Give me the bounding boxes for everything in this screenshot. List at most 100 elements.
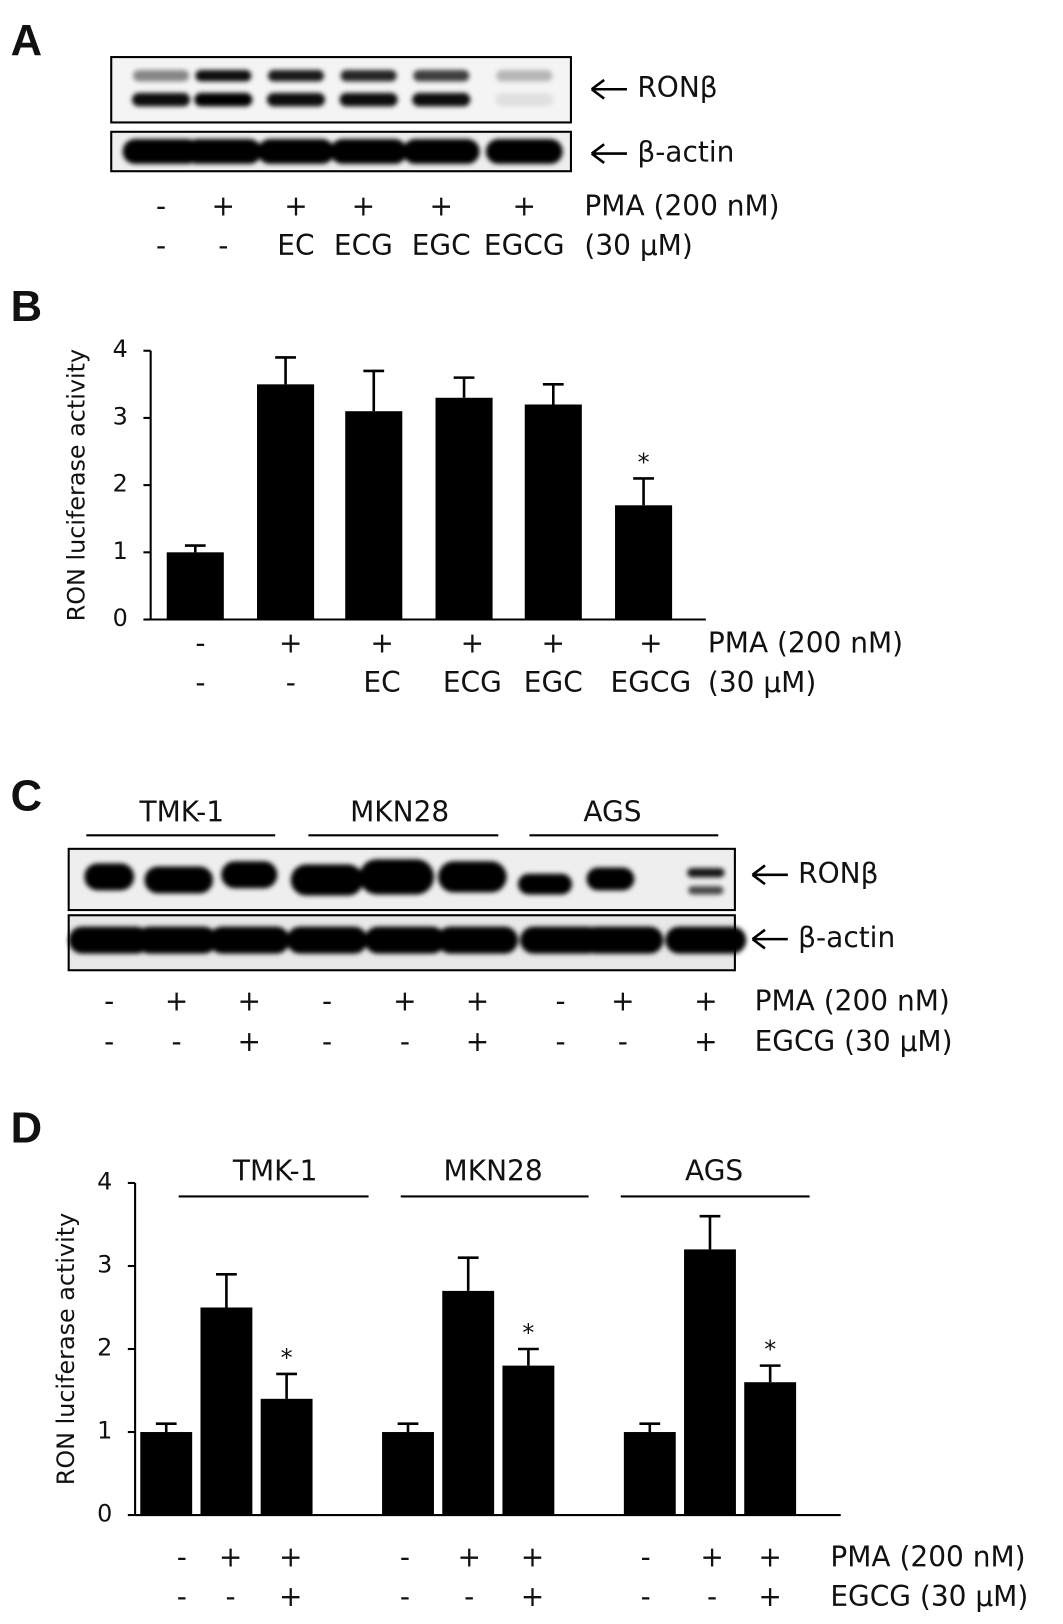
- significance-mark: *: [764, 1336, 776, 1364]
- condition: +: [461, 626, 484, 659]
- condition: EC: [277, 229, 314, 262]
- band: [122, 139, 200, 164]
- panel-label: B: [11, 283, 42, 331]
- band: [496, 70, 553, 82]
- y-tick-label: 4: [113, 335, 128, 363]
- band: [518, 873, 572, 895]
- bar: [615, 505, 673, 620]
- condition: +: [165, 984, 188, 1017]
- condition: -: [172, 1025, 182, 1058]
- band: [340, 70, 397, 82]
- error-bar: [457, 1256, 479, 1291]
- error-bar: [639, 1422, 661, 1433]
- y-tick-label: 4: [97, 1167, 112, 1195]
- group-label: AGS: [583, 796, 641, 829]
- band: [131, 92, 191, 107]
- band: [286, 926, 368, 954]
- condition: -: [218, 229, 228, 262]
- bar: [744, 1382, 797, 1516]
- blot-frame: [110, 56, 572, 124]
- condition: -: [195, 666, 205, 699]
- significance-mark: *: [522, 1319, 534, 1347]
- y-tick-label: 2: [113, 470, 128, 498]
- condition: +: [694, 984, 717, 1017]
- condition: +: [758, 1580, 781, 1613]
- band-label: RONβ: [637, 71, 717, 104]
- significance-mark: *: [281, 1344, 293, 1372]
- condition: +: [521, 1580, 544, 1613]
- band: [413, 70, 470, 82]
- band: [184, 139, 262, 164]
- condition: +: [212, 190, 235, 223]
- group-label: TMK-1: [232, 1155, 318, 1188]
- band: [330, 139, 407, 164]
- condition: -: [641, 1580, 651, 1613]
- condition-label: PMA (200 nM): [584, 190, 779, 223]
- condition: +: [466, 984, 489, 1017]
- band: [412, 92, 471, 107]
- bar: [257, 384, 315, 620]
- condition-label: (30 µM): [584, 229, 692, 262]
- band: [257, 139, 335, 164]
- band-label: β-actin: [798, 921, 895, 954]
- band: [133, 70, 190, 82]
- condition-label: EGCG (30 µM): [830, 1580, 1028, 1613]
- condition: +: [513, 190, 536, 223]
- condition: -: [400, 1580, 410, 1613]
- band: [495, 92, 554, 107]
- band: [221, 861, 278, 889]
- error-bar: [276, 1372, 297, 1399]
- bar: [502, 1365, 555, 1516]
- condition: ECG: [334, 229, 393, 262]
- condition: -: [322, 984, 332, 1017]
- bar: [442, 1290, 495, 1516]
- band: [687, 868, 725, 878]
- error-bar: [633, 477, 654, 506]
- bar: [435, 397, 493, 620]
- y-tick-label: 3: [113, 402, 128, 430]
- band-label: RONβ: [798, 857, 878, 890]
- condition: -: [104, 1025, 114, 1058]
- band-label: β-actin: [637, 136, 734, 169]
- condition: +: [352, 190, 375, 223]
- bar: [524, 404, 582, 620]
- band: [144, 866, 213, 894]
- band: [266, 92, 325, 107]
- condition: -: [177, 1541, 187, 1574]
- condition: -: [195, 626, 205, 659]
- band: [364, 926, 446, 954]
- error-bar: [275, 356, 296, 385]
- condition: +: [639, 626, 662, 659]
- panel-label: A: [11, 17, 42, 65]
- band: [136, 926, 218, 954]
- error-bar: [155, 1422, 177, 1433]
- condition: +: [429, 190, 452, 223]
- error-bar: [699, 1214, 721, 1250]
- condition: EC: [363, 666, 400, 699]
- bar: [345, 411, 403, 620]
- condition: +: [279, 1541, 302, 1574]
- band: [290, 864, 364, 896]
- condition: -: [618, 1025, 628, 1058]
- band: [208, 926, 290, 954]
- y-axis-label: RON luciferase activity: [52, 1213, 80, 1485]
- condition: -: [707, 1580, 717, 1613]
- band: [68, 926, 150, 954]
- error-bar: [184, 544, 206, 553]
- band: [267, 70, 324, 82]
- error-bar: [518, 1347, 539, 1366]
- band: [195, 70, 252, 82]
- bar: [382, 1432, 434, 1516]
- error-bar: [363, 369, 385, 412]
- condition: ECG: [443, 666, 502, 699]
- condition: -: [156, 229, 166, 262]
- y-axis-label: RON luciferase activity: [63, 349, 91, 621]
- y-tick-label: 2: [97, 1334, 112, 1362]
- band: [194, 92, 253, 107]
- condition: -: [226, 1580, 236, 1613]
- condition: -: [156, 190, 166, 223]
- condition: -: [322, 1025, 332, 1058]
- band: [402, 139, 480, 164]
- condition: +: [279, 626, 302, 659]
